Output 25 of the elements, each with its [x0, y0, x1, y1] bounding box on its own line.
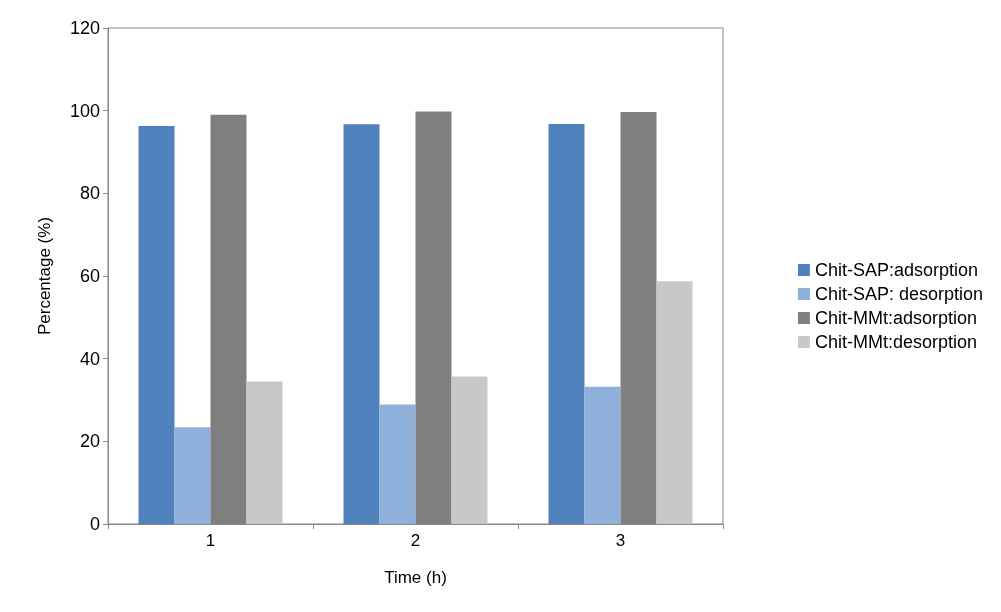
x-tick-label: 1 — [205, 531, 216, 550]
legend-label: Chit-MMt:adsorption — [814, 308, 977, 328]
y-tick-label: 0 — [89, 514, 100, 534]
bar — [246, 381, 283, 524]
y-tick-label: 40 — [79, 348, 100, 369]
bar — [656, 281, 693, 524]
y-axis-title: Percentage (%) — [35, 216, 54, 336]
bar — [138, 125, 175, 524]
bar — [548, 123, 585, 524]
y-tick-label: 60 — [79, 266, 100, 286]
legend-label: Chit-MMt:desorption — [814, 332, 977, 352]
bar — [379, 404, 416, 524]
bar — [451, 376, 488, 524]
legend-label: Chit-SAP: desorption — [814, 284, 984, 304]
x-axis-title: Time (h) — [384, 568, 447, 587]
bar — [343, 124, 380, 524]
y-tick-label: 100 — [69, 100, 100, 121]
x-tick-label: 2 — [410, 531, 421, 550]
bar — [174, 427, 211, 524]
legend-label: Chit-SAP:adsorption — [814, 260, 979, 280]
y-tick-label: 20 — [79, 431, 100, 452]
x-tick-label: 3 — [615, 531, 626, 550]
bar — [584, 386, 621, 524]
y-tick-label: 80 — [79, 183, 100, 204]
y-tick-label: 120 — [69, 18, 100, 38]
